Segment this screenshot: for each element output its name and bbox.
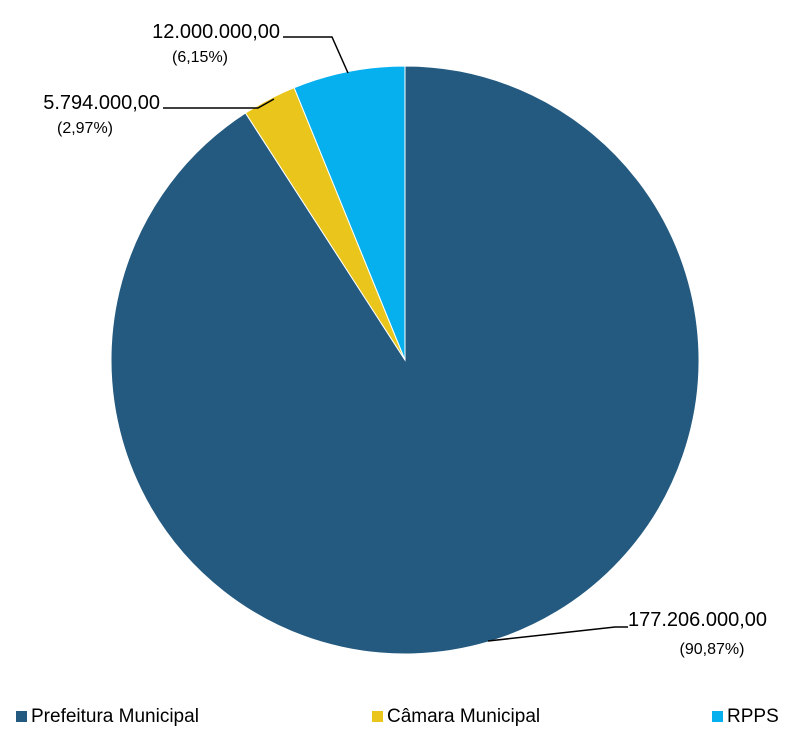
legend-swatch-rpps: [712, 711, 723, 722]
legend-label-prefeitura: Prefeitura Municipal: [31, 706, 199, 727]
percent-label-prefeitura: (90,87%): [680, 641, 745, 658]
legend-item-camara: Câmara Municipal: [372, 706, 540, 727]
pie-slices: [110, 65, 700, 655]
percent-label-rpps: (6,15%): [172, 49, 228, 66]
value-label-rpps: 12.000.000,00: [152, 21, 280, 43]
label-camara: 5.794.000,00 (2,97%): [43, 92, 275, 137]
value-label-prefeitura: 177.206.000,00: [628, 609, 767, 631]
legend-swatch-prefeitura: [16, 711, 27, 722]
legend: Prefeitura Municipal Câmara Municipal RP…: [16, 706, 779, 727]
leader-line-rpps: [283, 36, 349, 74]
leader-line-prefeitura: [487, 626, 628, 642]
legend-label-camara: Câmara Municipal: [387, 706, 540, 727]
label-prefeitura: 177.206.000,00 (90,87%): [487, 609, 767, 658]
pie-slice-rpps: [293, 65, 406, 361]
percent-label-camara: (2,97%): [57, 120, 113, 137]
legend-item-prefeitura: Prefeitura Municipal: [16, 706, 199, 727]
leader-line-camara: [163, 98, 275, 109]
value-label-camara: 5.794.000,00: [43, 92, 160, 114]
legend-swatch-camara: [372, 711, 383, 722]
label-rpps: 12.000.000,00 (6,15%): [152, 21, 349, 74]
legend-label-rpps: RPPS: [727, 706, 779, 727]
legend-item-rpps: RPPS: [712, 706, 779, 727]
